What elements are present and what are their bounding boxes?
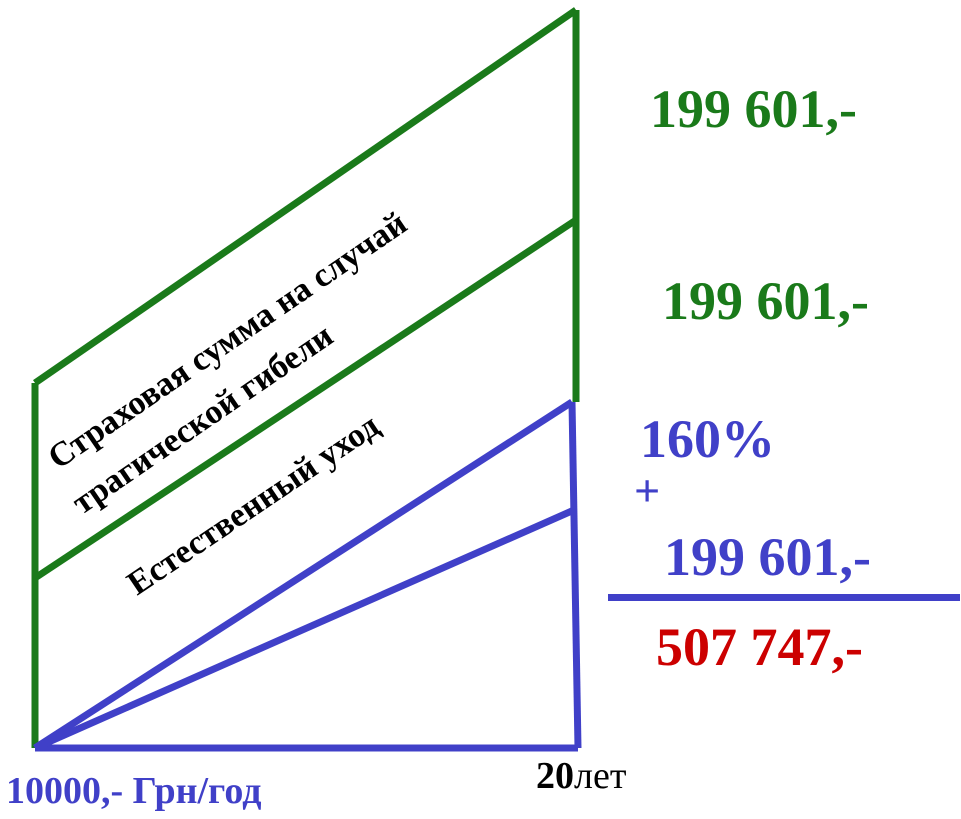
blue-right-edge	[568, 401, 582, 749]
blue-inner-line	[33, 506, 576, 752]
amount-percent: 160%	[640, 409, 775, 469]
blue-hypotenuse	[33, 399, 574, 751]
years-label: 20лет	[536, 757, 626, 795]
amount-total: 507 747,-	[656, 617, 863, 677]
years-unit: лет	[574, 755, 627, 797]
premium-label: 10000,- Грн/год	[6, 770, 262, 812]
green-middle-edge	[33, 217, 578, 581]
amount-bonus: 199 601,-	[664, 527, 871, 587]
amount-top: 199 601,-	[650, 79, 857, 139]
years-number: 20	[536, 755, 574, 797]
sum-line	[608, 594, 960, 601]
amount-middle: 199 601,-	[662, 271, 869, 331]
green-top-edge	[33, 7, 578, 386]
plus-sign: +	[634, 465, 661, 516]
